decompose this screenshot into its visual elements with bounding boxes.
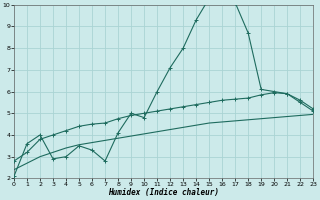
- X-axis label: Humidex (Indice chaleur): Humidex (Indice chaleur): [108, 188, 219, 197]
